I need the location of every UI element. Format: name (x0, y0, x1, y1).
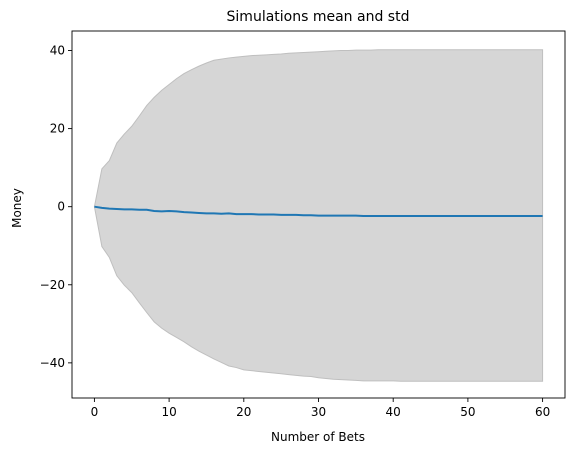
y-axis-label: Money (10, 188, 24, 228)
axes-frame (71, 30, 566, 399)
x-tick-label: 50 (460, 405, 475, 419)
y-tick-label: −20 (40, 278, 65, 292)
y-axis-ticks: −40 −20 0 20 40 (40, 44, 72, 370)
x-tick-label: 0 (91, 405, 99, 419)
x-tick-label: 60 (535, 405, 550, 419)
y-tick-label: 0 (57, 200, 65, 214)
plot-area (93, 49, 544, 382)
x-tick-label: 30 (311, 405, 326, 419)
x-axis-ticks: 0 10 20 30 40 50 60 (91, 398, 550, 419)
y-tick-label: 40 (50, 44, 65, 58)
x-axis-label: Number of Bets (271, 430, 365, 444)
x-tick-label: 20 (236, 405, 251, 419)
x-tick-label: 10 (161, 405, 176, 419)
x-tick-label: 40 (386, 405, 401, 419)
y-tick-label: −40 (40, 356, 65, 370)
chart-title: Simulations mean and std (227, 9, 410, 25)
mean-line (94, 205, 543, 218)
y-tick-label: 20 (50, 122, 65, 136)
